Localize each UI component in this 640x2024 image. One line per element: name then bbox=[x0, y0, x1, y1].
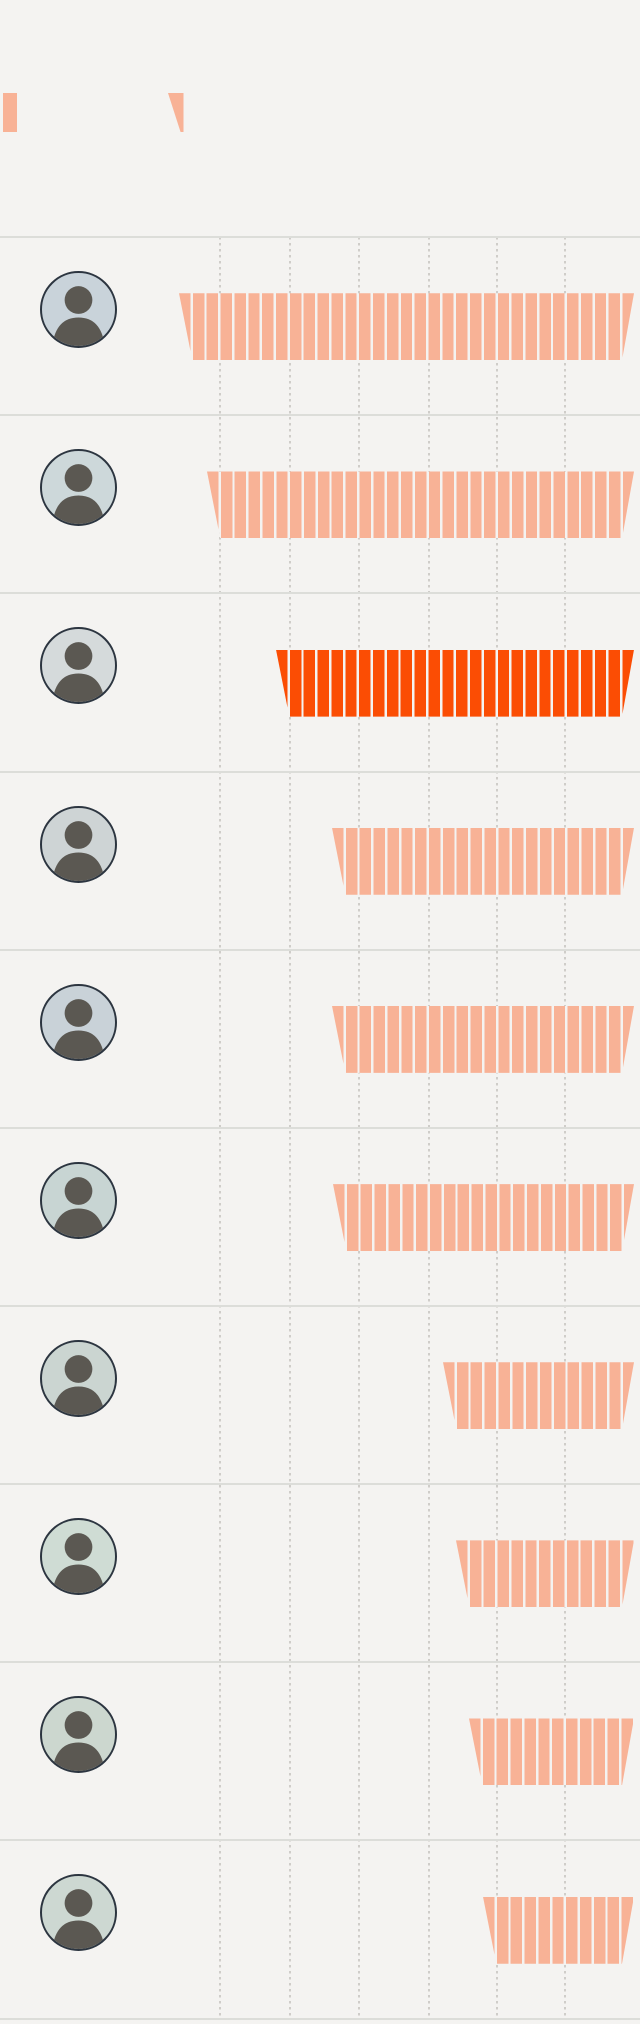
leader-row-recep-tayyip-erdogan bbox=[0, 772, 640, 950]
header-bar-fragment-rect bbox=[3, 93, 17, 132]
leader-row-ilham-aliyev bbox=[0, 950, 640, 1128]
tenure-bar-alexander-lukashenko bbox=[207, 471, 634, 538]
avatar-photo-xi-jinping bbox=[40, 1696, 117, 1774]
person-silhouette-icon bbox=[52, 1889, 105, 1950]
avatar-photo-kim-jong-un bbox=[40, 1518, 117, 1596]
leader-row-kim-jong-un bbox=[0, 1484, 640, 1662]
row-separator bbox=[0, 1126, 640, 1129]
avatar-photo-shavkat-mirziyoyev bbox=[40, 1161, 117, 1239]
leader-row-viktor-orban bbox=[0, 1306, 640, 1484]
tenure-bar-emomali-rahmon bbox=[179, 293, 634, 360]
row-separator bbox=[0, 1661, 640, 1664]
avatar-photo-emomali-rahmon bbox=[40, 271, 117, 348]
person-silhouette-icon bbox=[52, 1711, 105, 1772]
avatar-photo-viktor-orban bbox=[40, 1339, 117, 1417]
person-silhouette-icon bbox=[52, 1533, 105, 1594]
avatar-photo-recep-tayyip-erdogan bbox=[40, 805, 117, 883]
row-separator bbox=[0, 2017, 640, 2020]
leader-row-shavkat-mirziyoyev bbox=[0, 1128, 640, 1306]
person-silhouette-icon bbox=[52, 1355, 105, 1415]
tenure-bar-ilham-aliyev bbox=[332, 1006, 634, 1073]
person-silhouette-icon bbox=[52, 464, 105, 525]
row-separator bbox=[0, 1483, 640, 1486]
tenure-bar-xi-jinping bbox=[469, 1718, 634, 1785]
person-silhouette-icon bbox=[52, 820, 105, 881]
avatar-photo-alexander-lukashenko bbox=[40, 449, 117, 527]
leader-row-vladimir-putin bbox=[0, 593, 640, 771]
avatar-photo-emmanuel-macron bbox=[40, 1874, 117, 1952]
person-silhouette-icon bbox=[52, 286, 105, 346]
row-separator bbox=[0, 1839, 640, 1842]
leader-row-emomali-rahmon bbox=[0, 237, 640, 415]
person-silhouette-icon bbox=[52, 642, 105, 703]
leader-row-xi-jinping bbox=[0, 1662, 640, 1840]
row-separator bbox=[0, 414, 640, 417]
avatar-photo-vladimir-putin bbox=[40, 627, 117, 705]
row-separator bbox=[0, 770, 640, 773]
tenure-bar-shavkat-mirziyoyev bbox=[333, 1184, 634, 1251]
row-separator bbox=[0, 236, 640, 238]
tenure-bar-emmanuel-macron bbox=[483, 1897, 634, 1964]
row-separator bbox=[0, 1304, 640, 1307]
person-silhouette-icon bbox=[52, 1176, 105, 1237]
row-separator bbox=[0, 592, 640, 595]
leader-row-emmanuel-macron bbox=[0, 1840, 640, 2018]
tenure-bar-vladimir-putin-highlighted bbox=[276, 650, 634, 717]
tenure-bar-kim-jong-un bbox=[456, 1540, 634, 1607]
leader-row-alexander-lukashenko bbox=[0, 415, 640, 593]
row-separator bbox=[0, 948, 640, 951]
avatar-photo-ilham-aliyev bbox=[40, 983, 117, 1061]
tenure-bar-recep-tayyip-erdogan bbox=[332, 828, 634, 895]
person-silhouette-icon bbox=[52, 998, 105, 1059]
tenure-bar-viktor-orban bbox=[443, 1362, 634, 1429]
